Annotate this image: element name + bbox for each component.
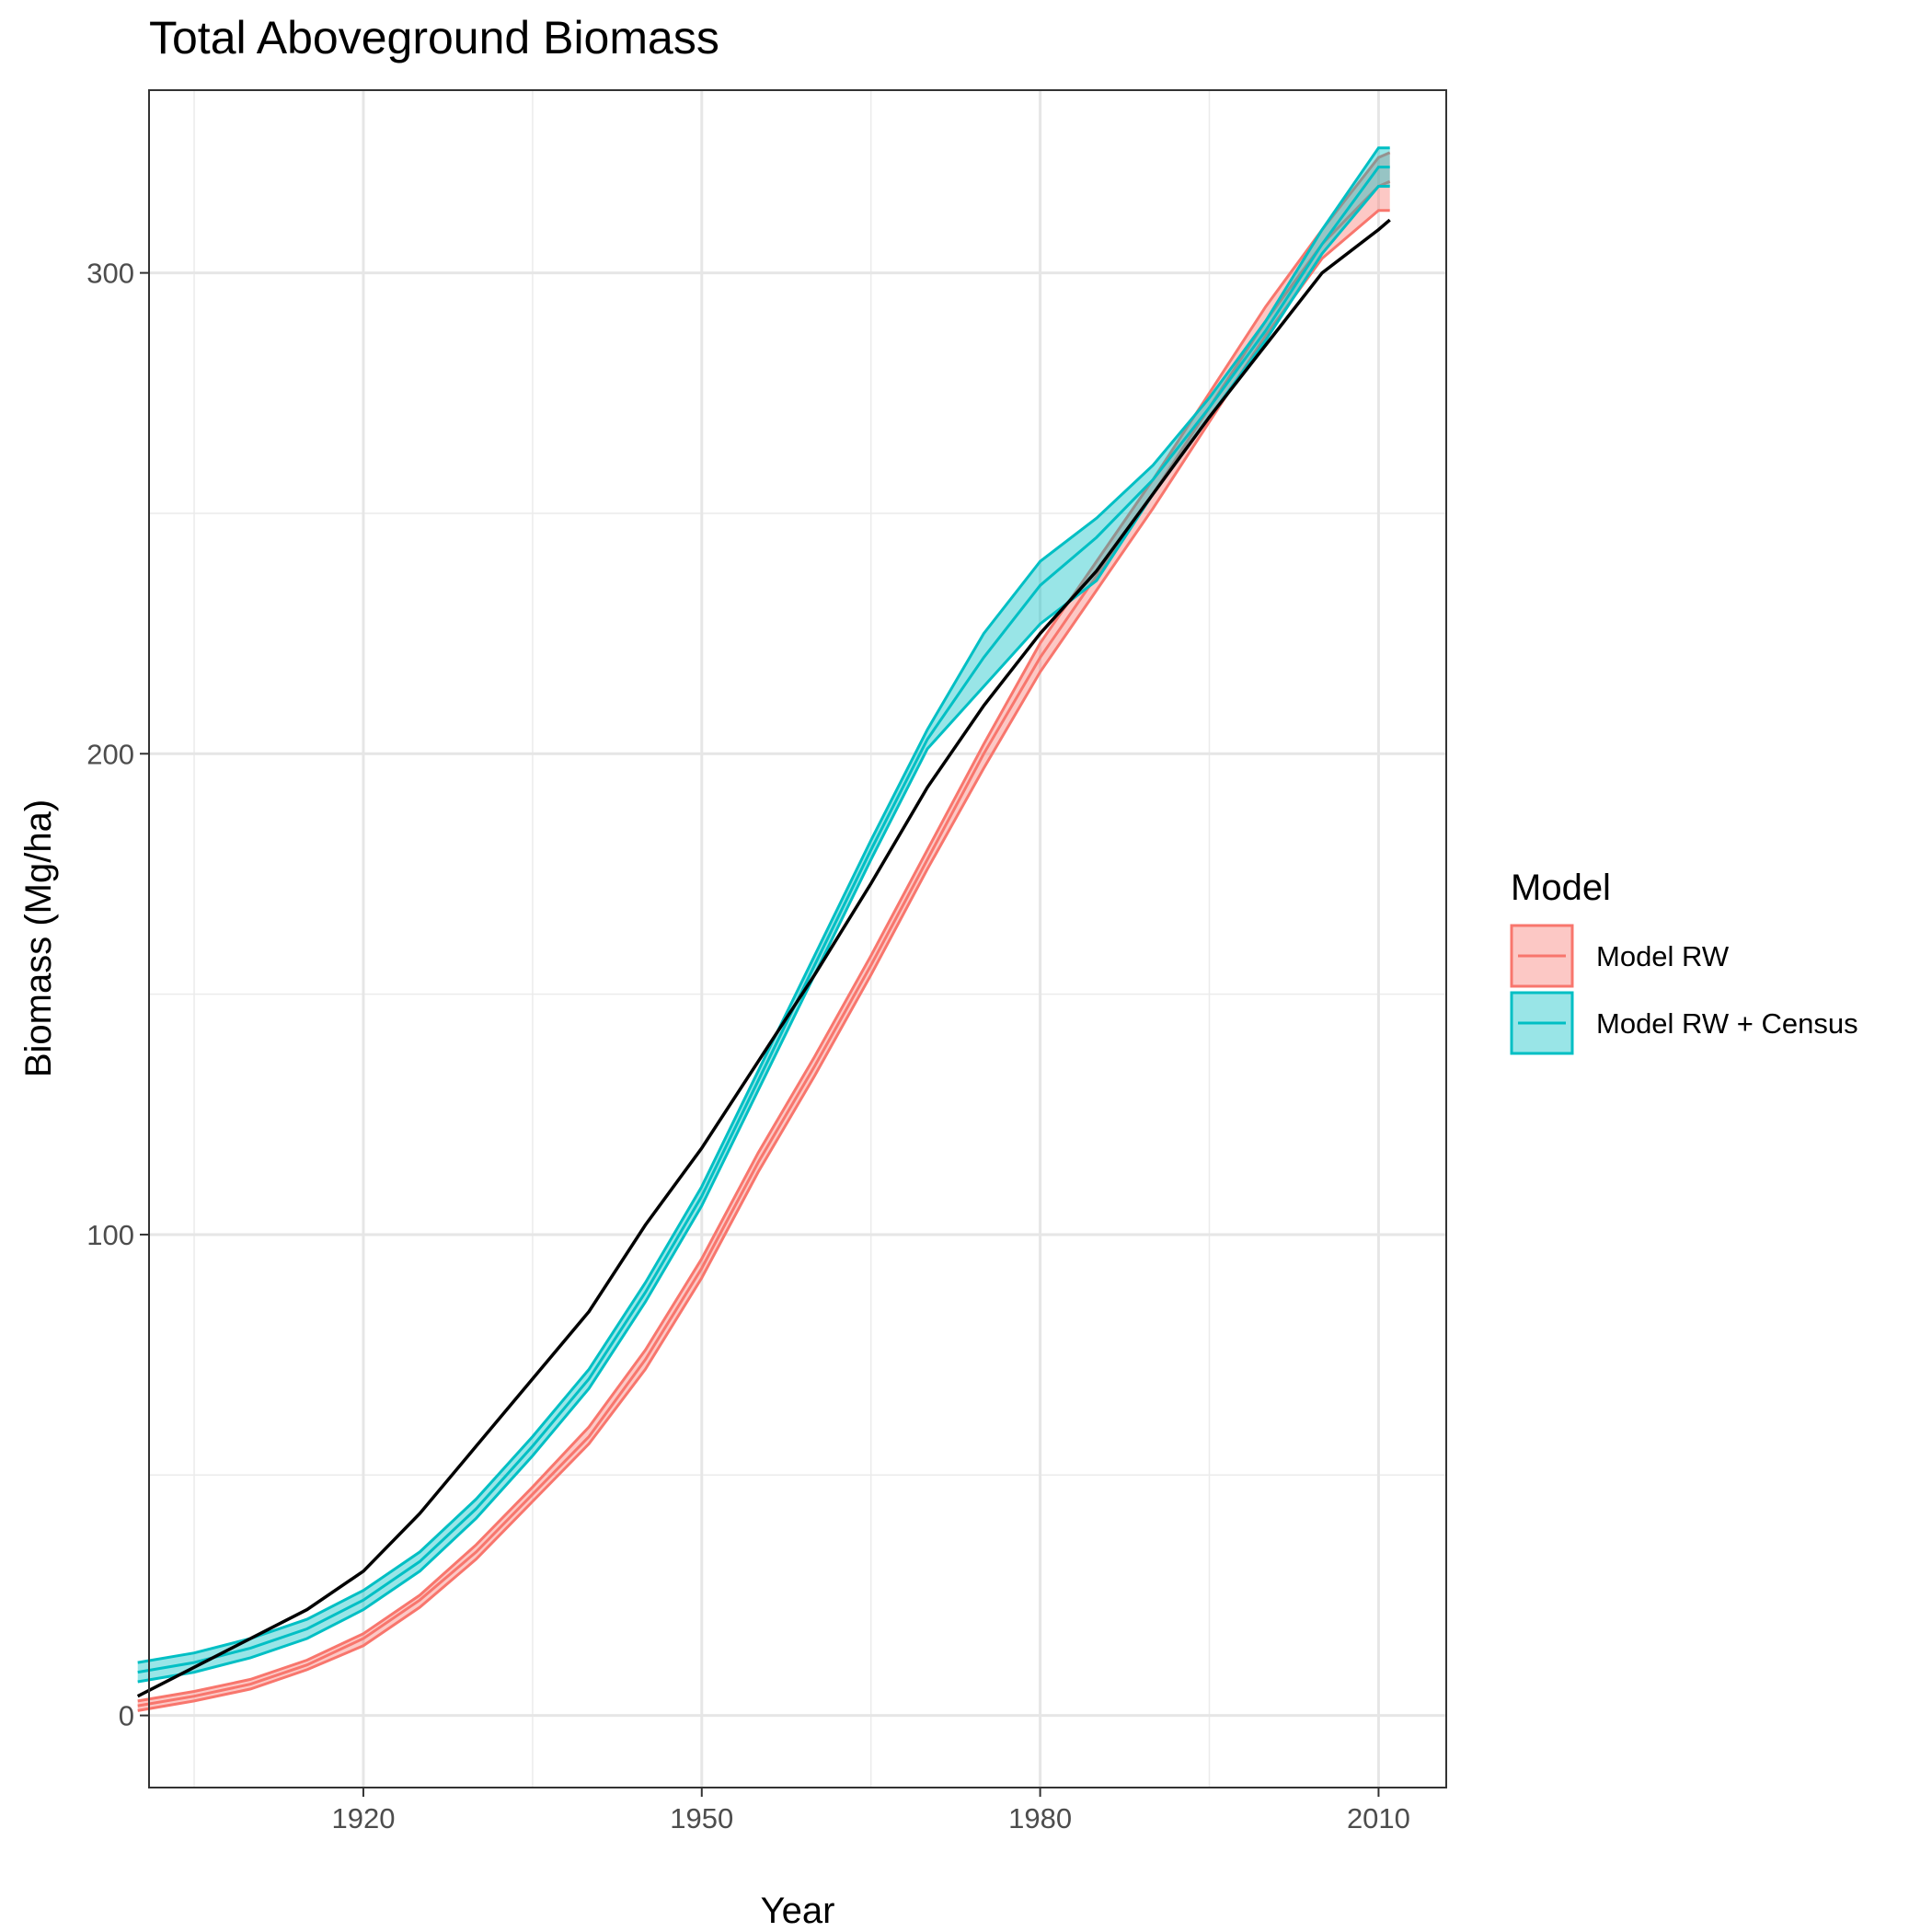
plot-panel (149, 90, 1446, 1788)
plot-border (148, 89, 1447, 1788)
tick-layer: 1920 1950 1980 2010 0 100 200 300 (86, 258, 1410, 1834)
series-mean-line-1 (137, 166, 1390, 1674)
chart-title: Total Aboveground Biomass (149, 12, 719, 63)
y-tick-label: 100 (86, 1219, 134, 1251)
legend-items: Model RW Model RW + Census (1510, 924, 1858, 1055)
series-upper-line-0 (137, 151, 1391, 1703)
legend-label: Model RW (1596, 940, 1730, 972)
grid-layer (149, 90, 1446, 1788)
data-layer (136, 146, 1391, 1712)
y-axis-title: Biomass (Mg/ha) (18, 799, 59, 1077)
legend-label: Model RW + Census (1596, 1007, 1858, 1040)
legend-title: Model (1511, 868, 1611, 908)
legend-item: Model RW (1510, 924, 1730, 988)
x-tick-label: 2010 (1347, 1802, 1410, 1834)
y-tick-label: 300 (86, 258, 134, 290)
x-tick-label: 1920 (331, 1802, 395, 1834)
x-tick-label: 1950 (670, 1802, 733, 1834)
legend: Model Model RW Model RW + Census (1510, 868, 1858, 1055)
observed-line (136, 218, 1391, 1698)
x-axis-title: Year (761, 1891, 835, 1931)
x-tick-label: 1980 (1008, 1802, 1072, 1834)
y-tick-label: 200 (86, 738, 134, 770)
y-tick-label: 0 (119, 1700, 134, 1732)
legend-item: Model RW + Census (1510, 991, 1858, 1055)
series-upper-line-1 (137, 146, 1390, 1664)
